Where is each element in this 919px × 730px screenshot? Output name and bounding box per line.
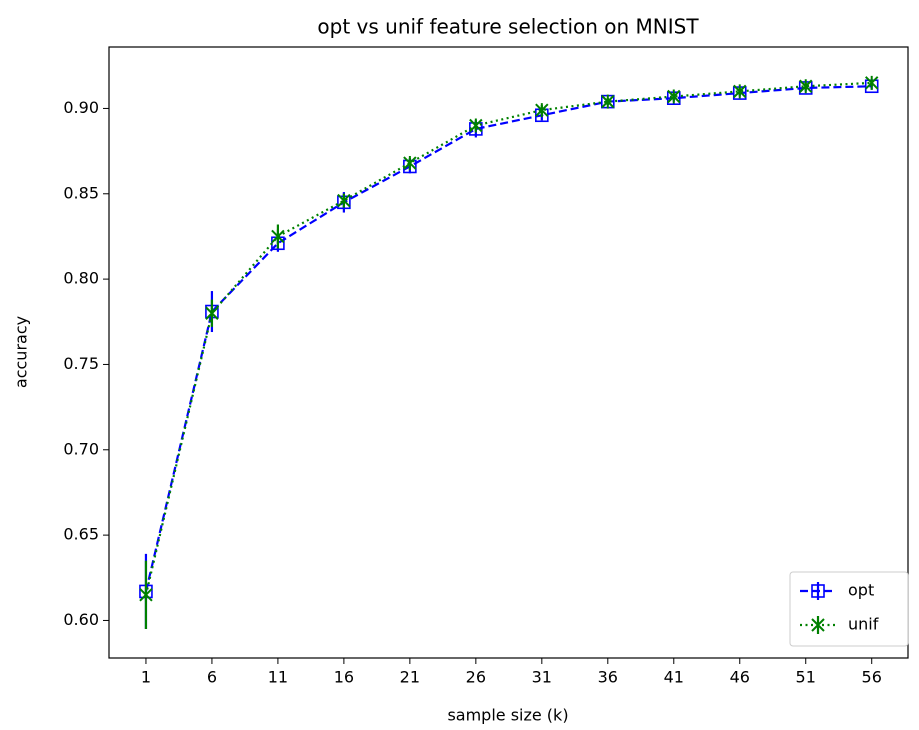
y-tick-label: 0.80 bbox=[63, 269, 99, 288]
marker bbox=[733, 84, 747, 99]
y-tick-label: 0.60 bbox=[63, 610, 99, 629]
legend-marker bbox=[811, 618, 825, 632]
y-tick-label: 0.90 bbox=[63, 98, 99, 117]
x-tick-label: 6 bbox=[207, 668, 217, 687]
marker bbox=[601, 94, 615, 109]
x-tick-label: 41 bbox=[664, 668, 684, 687]
marker bbox=[799, 79, 813, 94]
y-tick-label: 0.65 bbox=[63, 525, 99, 544]
series-line bbox=[144, 85, 872, 592]
y-tick-label: 0.75 bbox=[63, 354, 99, 373]
plot-frame bbox=[108, 46, 909, 659]
x-tick-label: 31 bbox=[532, 668, 552, 687]
marker bbox=[403, 156, 417, 171]
marker bbox=[271, 229, 285, 244]
chart-title: opt vs unif feature selection on MNIST bbox=[317, 15, 699, 39]
marker bbox=[865, 75, 879, 90]
legend-label: opt bbox=[848, 581, 874, 600]
x-tick-label: 1 bbox=[141, 668, 151, 687]
legend-marker bbox=[811, 584, 825, 598]
x-tick-label: 46 bbox=[730, 668, 750, 687]
y-tick-label: 0.70 bbox=[63, 439, 99, 458]
x-tick-label: 51 bbox=[796, 668, 816, 687]
series-line bbox=[144, 81, 872, 596]
x-axis-label: sample size (k) bbox=[447, 706, 568, 725]
marker bbox=[469, 118, 483, 133]
x-tick-label: 11 bbox=[268, 668, 288, 687]
x-tick-label: 36 bbox=[598, 668, 618, 687]
marker bbox=[667, 89, 681, 104]
x-tick-label: 56 bbox=[862, 668, 882, 687]
marker bbox=[535, 103, 549, 118]
legend-label: unif bbox=[848, 615, 879, 634]
x-tick-label: 26 bbox=[466, 668, 486, 687]
x-tick-label: 16 bbox=[334, 668, 354, 687]
x-tick-label: 21 bbox=[400, 668, 420, 687]
y-axis-label: accuracy bbox=[12, 316, 31, 388]
marker bbox=[139, 587, 153, 602]
marker bbox=[205, 306, 219, 321]
y-tick-label: 0.85 bbox=[63, 183, 99, 202]
marker bbox=[337, 193, 351, 208]
